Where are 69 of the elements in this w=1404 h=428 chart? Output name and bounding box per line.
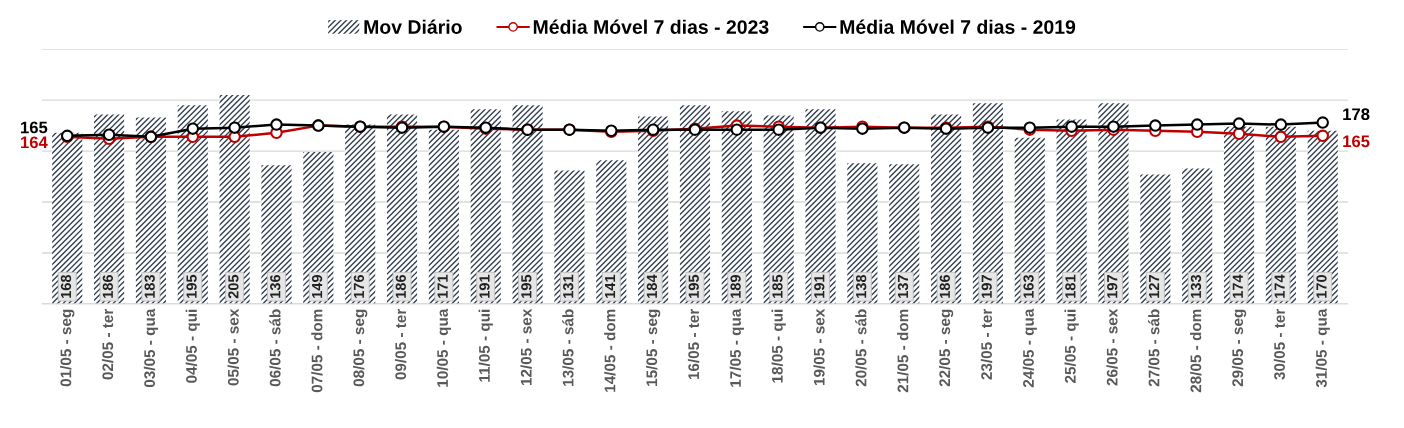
data-label: 164 (21, 136, 48, 149)
x-tick-label: 19/05 - sex (813, 308, 825, 386)
x-tick-label: 24/05 - qua (1022, 308, 1037, 388)
data-label: 191 (814, 274, 825, 298)
x-tick-label: 03/05 - qua (143, 308, 159, 388)
legend-label: Média Móvel 7 dias - 2023 (533, 19, 769, 34)
data-label: 197 (1107, 275, 1118, 298)
data-label: 136 (270, 274, 281, 298)
x-tick-label: 04/05 - qui (185, 309, 200, 383)
x-tick-label: 25/05 - qui (1064, 309, 1079, 383)
data-label: 195 (688, 274, 699, 298)
x-tick-label: 29/05 - seg (1231, 309, 1247, 387)
x-tick-label: 08/05 - seg (353, 309, 368, 387)
data-label: 178 (1343, 108, 1370, 121)
data-label: 165 (21, 121, 48, 134)
x-tick-label: 14/05 - dom (604, 309, 616, 392)
x-tick-label: 31/05 - qua (1315, 308, 1330, 388)
data-label: 171 (437, 274, 448, 298)
data-label: 170 (1316, 275, 1327, 298)
data-label: 185 (772, 274, 783, 298)
data-label: 133 (1190, 274, 1202, 298)
data-label: 165 (1343, 135, 1370, 148)
data-label: 174 (1232, 274, 1243, 298)
x-tick-label: 07/05 - dom (311, 309, 323, 393)
data-label: 127 (1148, 275, 1160, 298)
x-tick-label: 11/05 - qui (478, 309, 493, 382)
x-tick-label: 18/05 - qui (771, 309, 786, 383)
data-label: 163 (1023, 274, 1034, 298)
legend-label: Mov Diário (364, 19, 462, 34)
data-label: 183 (144, 274, 155, 298)
x-tick-label: 10/05 - qua (436, 308, 451, 387)
x-tick-label: 30/05 - ter (1273, 308, 1286, 380)
x-tick-label: 01/05 - seg (60, 309, 75, 387)
data-label: 168 (60, 274, 72, 298)
data-label: 174 (1274, 274, 1285, 298)
data-label: 186 (102, 274, 113, 298)
data-label: 141 (605, 274, 616, 298)
data-label: 195 (521, 274, 532, 298)
x-tick-label: 09/05 - ter (394, 308, 407, 380)
x-tick-label: 21/05 - dom (897, 309, 909, 393)
x-tick-label: 23/05 - ter (980, 308, 993, 380)
x-tick-label: 17/05 - qua (729, 308, 744, 387)
x-tick-label: 12/05 - sex (520, 308, 532, 386)
data-label: 184 (646, 274, 658, 298)
data-label: 186 (395, 274, 406, 298)
data-label: 131 (563, 274, 574, 298)
data-label: 205 (228, 274, 239, 299)
x-tick-label: 05/05 - sex (227, 308, 239, 386)
data-label: 197 (981, 275, 992, 298)
data-label: 137 (897, 275, 909, 298)
x-tick-label: 26/05 - sex (1106, 308, 1118, 386)
data-label: 149 (311, 275, 323, 298)
x-tick-label: 06/05 - sáb (269, 309, 281, 387)
data-label: 195 (186, 274, 197, 298)
legend-label: Média Móvel 7 dias - 2019 (840, 19, 1076, 34)
data-label: 186 (939, 274, 950, 298)
x-tick-label: 20/05 - sáb (855, 309, 867, 387)
x-tick-label: 16/05 - ter (687, 308, 700, 380)
data-label: 191 (479, 274, 490, 298)
x-tick-label: 27/05 - sáb (1148, 309, 1160, 387)
x-tick-label: 13/05 - sáb (562, 309, 574, 386)
x-tick-label: 22/05 - seg (938, 309, 954, 387)
data-label: 176 (353, 274, 365, 298)
data-label: 138 (855, 274, 867, 298)
x-tick-label: 02/05 - ter (101, 308, 114, 380)
x-tick-label: 15/05 - seg (645, 309, 661, 386)
x-tick-label: 28/05 - dom (1190, 309, 1202, 393)
data-label: 189 (730, 275, 741, 298)
data-label: 181 (1065, 274, 1076, 298)
